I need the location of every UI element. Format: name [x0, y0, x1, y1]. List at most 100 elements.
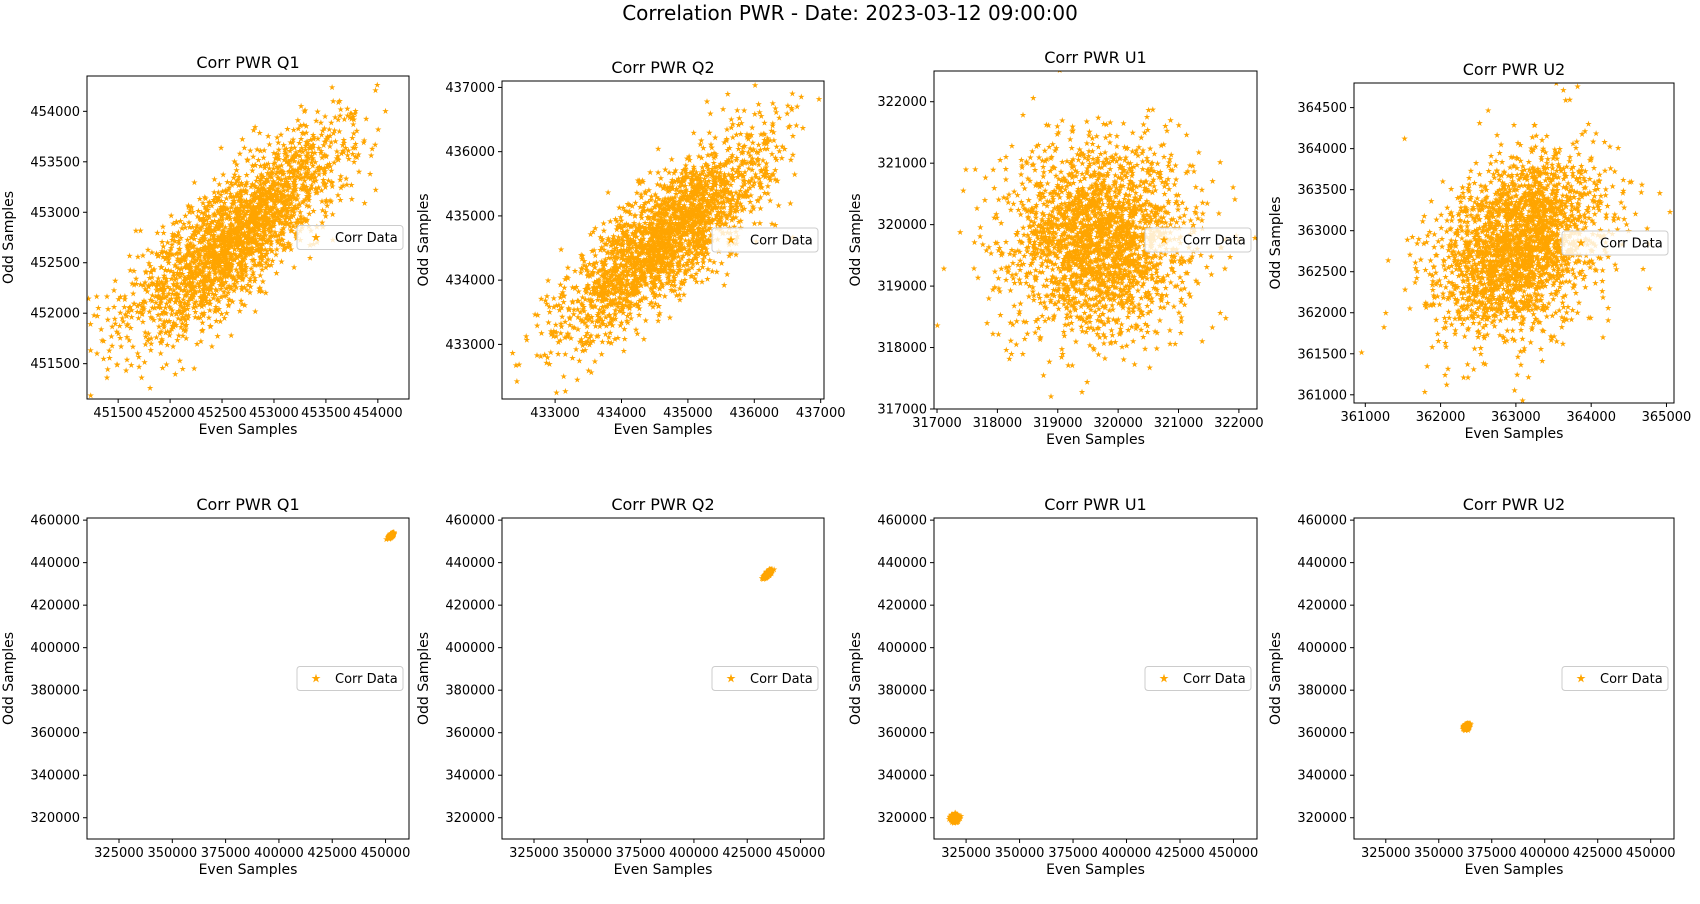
scatter-point: [182, 213, 188, 219]
scatter-point: [662, 166, 668, 172]
scatter-point: [816, 96, 822, 102]
scatter-point: [172, 371, 178, 377]
scatter-point: [749, 124, 755, 130]
scatter-point: [250, 153, 256, 159]
scatter-point: [104, 293, 110, 299]
scatter-point: [1114, 143, 1120, 149]
scatter-point: [314, 108, 320, 114]
scatter-point: [349, 196, 355, 202]
scatter-point: [87, 347, 93, 353]
scatter-point: [1140, 334, 1146, 340]
scatter-point: [274, 134, 280, 140]
scatter-point: [216, 181, 222, 187]
scatter-point: [1044, 180, 1050, 186]
scatter-point: [1181, 301, 1187, 307]
scatter-point: [237, 150, 243, 156]
scatter-point: [243, 172, 249, 178]
scatter-point: [361, 200, 367, 206]
scatter-point: [709, 144, 715, 150]
scatter-point: [330, 98, 336, 104]
scatter-point: [106, 347, 112, 353]
scatter-point: [562, 319, 568, 325]
scatter-point: [1227, 254, 1233, 260]
scatter-point: [829, 109, 835, 115]
scatter-point: [363, 116, 369, 122]
scatter-point: [307, 255, 313, 261]
scatter-point: [319, 219, 325, 225]
scatter-point: [105, 316, 111, 322]
scatter-point: [662, 293, 668, 299]
scatter-point: [559, 313, 565, 319]
scatter-point: [337, 197, 343, 203]
scatter-point: [379, 69, 385, 75]
scatter-point: [1193, 204, 1199, 210]
scatter-point: [130, 343, 136, 349]
scatter-point: [720, 106, 726, 112]
scatter-point: [356, 168, 362, 174]
scatter-point: [690, 130, 696, 136]
scatter-point: [724, 271, 730, 277]
y-tick-label: 454000: [30, 105, 80, 120]
scatter-point: [553, 389, 559, 395]
scatter-point: [984, 320, 990, 326]
scatter-point: [1109, 332, 1115, 338]
scatter-point: [514, 378, 520, 384]
scatter-point: [136, 364, 142, 370]
scatter-point: [607, 330, 613, 336]
scatter-point: [698, 137, 704, 143]
scatter-point: [131, 268, 137, 274]
scatter-point: [334, 148, 340, 154]
scatter-point: [632, 200, 638, 206]
scatter-point: [1018, 157, 1024, 163]
scatter-point: [105, 306, 111, 312]
scatter-point: [104, 374, 110, 380]
scatter-point: [260, 278, 266, 284]
y-tick-label: 451500: [30, 357, 80, 372]
scatter-point: [787, 200, 793, 206]
scatter-point: [600, 220, 606, 226]
scatter-point: [206, 314, 212, 320]
scatter-point: [263, 290, 269, 296]
scatter-point: [555, 351, 561, 357]
scatter-point: [1142, 207, 1148, 213]
scatter-point: [332, 138, 338, 144]
scatter-point: [126, 253, 132, 259]
scatter-point: [85, 295, 91, 301]
scatter-point: [772, 167, 778, 173]
scatter-point: [177, 218, 183, 224]
scatter-point: [322, 213, 328, 219]
scatter-point: [191, 179, 197, 185]
x-tick-label: 452500: [197, 406, 247, 421]
scatter-point: [562, 388, 568, 394]
scatter-point: [599, 339, 605, 345]
scatter-point: [143, 269, 149, 275]
scatter-point: [770, 100, 776, 106]
scatter-point: [297, 209, 303, 215]
scatter-point: [1167, 327, 1173, 333]
scatter-point: [561, 284, 567, 290]
scatter-point: [621, 336, 627, 342]
scatter-point: [574, 376, 580, 382]
scatter-point: [98, 326, 104, 332]
scatter-point: [523, 333, 529, 339]
scatter-point: [170, 343, 176, 349]
scatter-point: [524, 337, 530, 343]
scatter-point: [100, 356, 106, 362]
scatter-point: [773, 143, 779, 149]
scatter-point: [94, 350, 100, 356]
scatter-point: [712, 134, 718, 140]
scatter-point: [544, 293, 550, 299]
scatter-point: [337, 177, 343, 183]
scatter-point: [1167, 117, 1173, 123]
scatter-point: [707, 110, 713, 116]
scatter-point: [455, 373, 461, 379]
scatter-point: [1216, 210, 1222, 216]
scatter-point: [605, 189, 611, 195]
scatter-point: [790, 152, 796, 158]
scatter-point: [569, 355, 575, 361]
scatter-point: [489, 408, 495, 414]
scatter-point: [117, 309, 123, 315]
scatter-point: [1157, 317, 1163, 323]
scatter-point: [1119, 344, 1125, 350]
scatter-point: [560, 373, 566, 379]
